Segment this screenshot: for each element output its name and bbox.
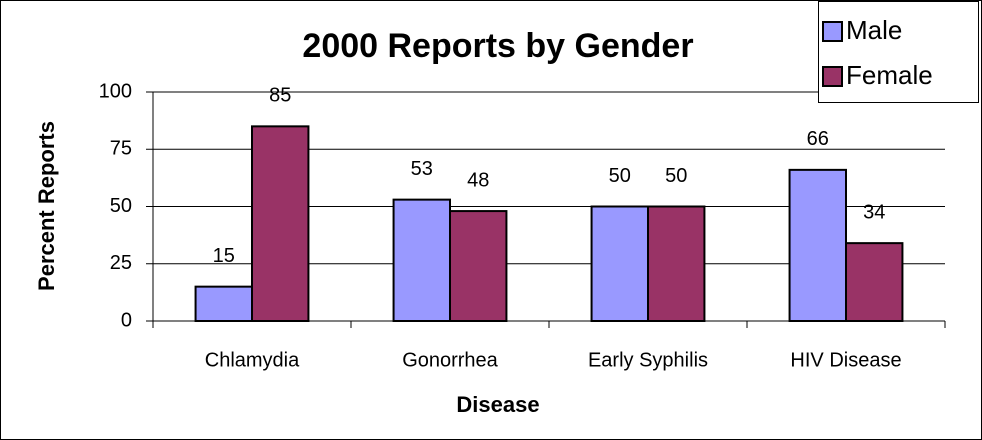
legend-swatch [822, 21, 843, 42]
data-label: 34 [863, 201, 885, 223]
x-tick-label: Chlamydia [205, 349, 300, 371]
y-tick-label: 75 [110, 138, 132, 160]
y-tick-label: 25 [110, 252, 132, 274]
bar [449, 210, 508, 322]
data-label: 85 [269, 85, 291, 107]
bar [590, 205, 650, 322]
chart-title: 2000 Reports by Gender [302, 27, 693, 65]
data-label: 53 [411, 158, 433, 180]
legend-label: Female [846, 60, 933, 90]
y-axis-label: Percent Reports [34, 121, 59, 291]
bar [251, 125, 310, 322]
legend-box [818, 1, 979, 103]
legend-label: Male [846, 15, 902, 45]
y-tick-label: 0 [121, 309, 132, 331]
x-axis-label: Disease [456, 392, 539, 417]
data-label: 50 [609, 165, 631, 187]
y-tick-label: 50 [110, 195, 132, 217]
y-tick-label: 100 [99, 80, 132, 102]
bar [647, 205, 706, 322]
bar [845, 242, 904, 322]
x-tick-label: Early Syphilis [588, 349, 708, 371]
x-tick-label: HIV Disease [790, 349, 901, 371]
data-label: 48 [467, 169, 489, 191]
data-label: 50 [665, 165, 687, 187]
data-label: 66 [807, 128, 829, 150]
x-tick-label: Gonorrhea [402, 349, 498, 371]
bar [788, 168, 848, 322]
bar [392, 198, 452, 323]
legend-swatch [822, 66, 843, 87]
bar [194, 285, 254, 322]
data-label: 15 [213, 245, 235, 267]
